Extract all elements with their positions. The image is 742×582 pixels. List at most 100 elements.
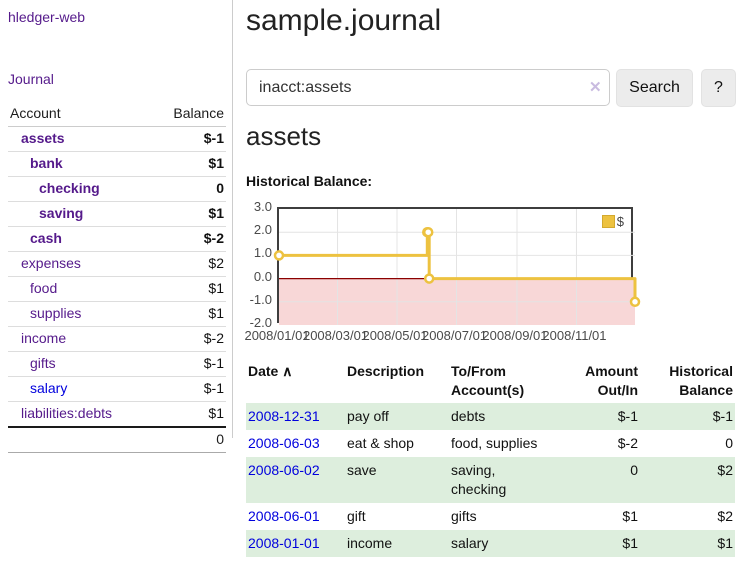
accounts-total-spacer <box>8 427 152 453</box>
account-balance: $1 <box>208 280 224 296</box>
transaction-balance: $1 <box>717 535 733 551</box>
account-link-supplies[interactable]: supplies <box>30 305 82 321</box>
transaction-accounts: saving, checking <box>451 462 507 497</box>
transaction-row: 2008-01-01 income salary $1 $1 <box>246 530 735 557</box>
transaction-amount: 0 <box>630 462 638 478</box>
register-header-row: Date ∧ Description To/From Account(s) Amoun… <box>246 359 735 403</box>
accounts-total-row: 0 <box>8 427 226 453</box>
account-balance: $2 <box>208 255 224 271</box>
legend-swatch-icon <box>601 215 615 228</box>
chart-legend: $ <box>601 214 624 229</box>
account-balance: $-1 <box>203 130 224 146</box>
transaction-balance: $2 <box>717 508 733 524</box>
accounts-table: Account Balance assets $-1 bank $1 checking 0… <box>8 102 226 453</box>
transaction-row: 2008-06-02 save saving, checking 0 $2 <box>246 457 735 503</box>
transaction-description: pay off <box>347 408 389 424</box>
transaction-accounts: food, supplies <box>451 435 538 451</box>
transaction-amount: $-2 <box>617 435 638 451</box>
transaction-date-link[interactable]: 2008-06-03 <box>248 435 320 451</box>
y-axis-tick-label: 2.0 <box>253 222 272 238</box>
account-row: bank $1 <box>8 151 226 177</box>
account-balance: $1 <box>208 205 224 221</box>
account-row: income $-2 <box>8 326 226 352</box>
register-header-amount-outin: Amount Out/In <box>585 363 638 398</box>
y-axis-tick-label: 3.0 <box>253 199 272 214</box>
account-heading: assets <box>246 121 322 151</box>
legend-label: $ <box>616 214 624 229</box>
y-axis-tick-label: 1.0 <box>253 245 272 261</box>
register-table: Date ∧ Description To/From Account(s) Amoun… <box>246 359 735 557</box>
transaction-accounts: salary <box>451 535 489 551</box>
chart-title: Historical Balance: <box>246 173 373 189</box>
account-row: gifts $-1 <box>8 351 226 377</box>
sidebar-item-journal[interactable]: Journal <box>8 71 54 87</box>
transaction-description: income <box>347 535 393 551</box>
transaction-date-link[interactable]: 2008-06-02 <box>248 462 320 478</box>
transaction-accounts: gifts <box>451 508 477 524</box>
account-link-income[interactable]: income <box>21 330 67 346</box>
sort-ascending-icon: ∧ <box>278 363 293 379</box>
x-axis-tick-label: 2008/03/01 <box>302 328 369 343</box>
account-link-assets[interactable]: assets <box>21 130 65 146</box>
x-axis-tick-label: 2008/05/01 <box>362 328 428 343</box>
x-axis-tick-label: 2008/11/01 <box>542 328 607 343</box>
transaction-balance: 0 <box>725 435 733 451</box>
accounts-total-balance: 0 <box>216 431 224 447</box>
account-link-bank[interactable]: bank <box>30 155 63 171</box>
historical-balance-chart: $ <box>273 207 641 325</box>
transaction-accounts: debts <box>451 408 486 424</box>
account-link-saving[interactable]: saving <box>39 205 84 221</box>
transaction-date-link[interactable]: 2008-06-01 <box>248 508 320 524</box>
account-link-cash[interactable]: cash <box>30 230 62 246</box>
brand-link[interactable]: hledger-web <box>8 9 86 25</box>
transaction-row: 2008-06-01 gift gifts $1 $2 <box>246 503 735 530</box>
transaction-date-link[interactable]: 2008-01-01 <box>248 535 320 551</box>
register-header-historical-balance: Historical Balance <box>669 363 733 398</box>
clear-search-icon[interactable]: ✕ <box>589 79 602 96</box>
account-row: food $1 <box>8 276 226 302</box>
transaction-amount: $1 <box>622 535 638 551</box>
help-button[interactable]: ? <box>701 69 736 107</box>
register-header-tofrom-accounts: To/From Account(s) <box>451 363 525 398</box>
account-row: expenses $2 <box>8 251 226 277</box>
x-axis-tick-label: 2008/09/01 <box>482 328 548 343</box>
transaction-amount: $-1 <box>617 408 638 424</box>
transaction-row: 2008-12-31 pay off debts $-1 $-1 <box>246 403 735 430</box>
account-row: salary $-1 <box>8 376 226 402</box>
transaction-description: gift <box>347 508 366 524</box>
account-row: assets $-1 <box>8 126 226 152</box>
y-axis-tick-label: -2.0 <box>249 315 272 330</box>
register-header-description: Description <box>347 363 425 379</box>
account-balance: 0 <box>216 180 224 196</box>
account-link-expenses[interactable]: expenses <box>21 255 81 271</box>
transaction-date-link[interactable]: 2008-12-31 <box>248 408 320 424</box>
transaction-description: save <box>347 462 377 478</box>
x-axis-tick-label: 2008/01/01 <box>244 328 310 343</box>
transaction-balance: $-1 <box>712 408 733 424</box>
account-balance: $1 <box>208 305 224 321</box>
sidebar: hledger-web Journal Account Balance asse… <box>0 0 233 453</box>
y-axis-tick-label: -1.0 <box>249 291 272 307</box>
account-link-checking[interactable]: checking <box>39 180 100 196</box>
account-balance: $1 <box>208 405 224 421</box>
accounts-header-account: Account <box>10 105 61 121</box>
account-link-gifts[interactable]: gifts <box>30 355 56 371</box>
search-input[interactable] <box>246 69 610 106</box>
search-button[interactable]: Search <box>616 69 693 107</box>
transaction-balance: $2 <box>717 462 733 478</box>
account-row: cash $-2 <box>8 226 226 252</box>
x-axis-tick-label: 2008/07/01 <box>421 328 488 343</box>
account-link-food[interactable]: food <box>30 280 58 296</box>
account-balance: $-1 <box>203 380 224 396</box>
account-row: saving $1 <box>8 201 226 227</box>
account-link-liabilities-debts[interactable]: liabilities:debts <box>21 405 113 421</box>
transaction-row: 2008-06-03 eat & shop food, supplies $-2 0 <box>246 430 735 457</box>
accounts-header-row: Account Balance <box>8 102 226 127</box>
account-balance: $-2 <box>203 230 224 246</box>
account-balance: $-1 <box>203 355 224 371</box>
register-header-date[interactable]: Date ∧ <box>248 363 293 379</box>
account-row: checking 0 <box>8 176 226 202</box>
account-row: supplies $1 <box>8 301 226 327</box>
page-title: sample.journal <box>246 4 442 37</box>
account-link-salary[interactable]: salary <box>30 380 68 396</box>
